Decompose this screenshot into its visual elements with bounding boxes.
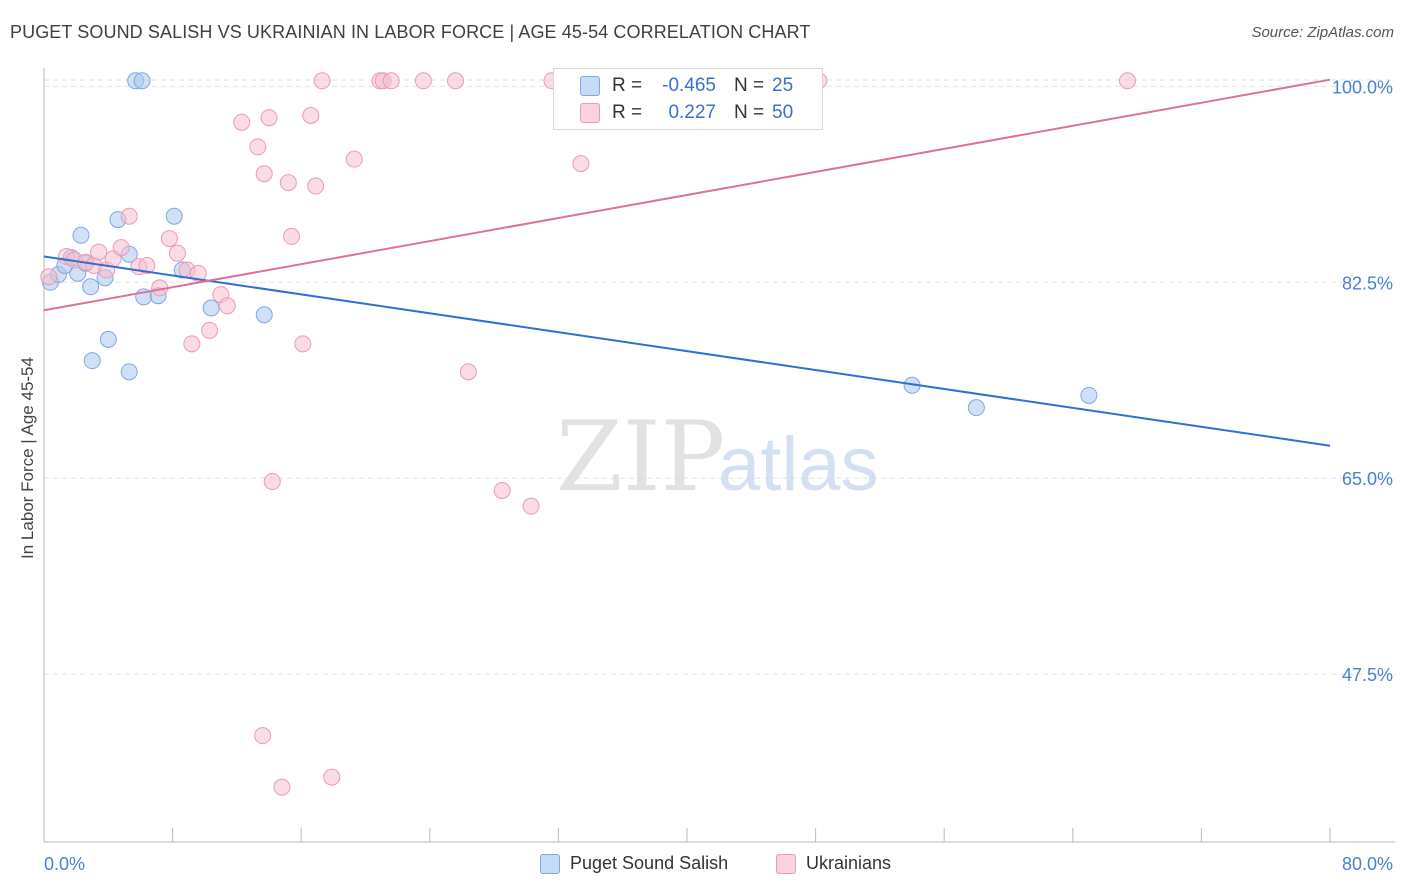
y-tick-label-2: 82.5% [1342,273,1393,293]
point-ukrainians-19 [218,297,236,315]
point-ukrainians-23 [255,165,273,183]
point-ukrainians-26 [283,227,301,245]
point-salish-17 [202,299,220,317]
ukrainians-swatch [580,103,600,123]
point-ukrainians-16 [189,264,207,282]
point-salish-20 [99,330,117,348]
point-ukrainians-21 [233,113,251,131]
n-label: N = [734,102,765,123]
point-salish-21 [120,363,138,381]
point-ukrainians-25 [279,174,297,192]
watermark-atlas: atlas [718,422,879,507]
stats-legend: R = -0.465 N = 25 R = 0.227 N = 50 [553,68,823,130]
trend-line-ukrainians [43,78,1331,312]
stats-legend-row-ukrainians: R = 0.227 N = 50 [554,100,822,128]
n-value: 50 [772,102,794,123]
legend-item-salish[interactable]: Puget Sound Salish [540,853,728,874]
watermark: ZIP atlas [556,401,879,513]
tick-label-layer: 47.5% 65.0% 82.5% 100.0% 0.0% 80.0% [44,77,1393,874]
trend-layer [43,78,1331,447]
point-ukrainians-17 [183,335,201,353]
point-salish-24 [1080,386,1098,404]
watermark-zip: ZIP [556,401,725,513]
point-ukrainians-22 [249,138,267,156]
y-tick-label-0: 47.5% [1342,665,1393,685]
point-ukrainians-5 [90,243,108,261]
r-label: R = [612,75,643,96]
point-ukrainians-30 [313,72,331,90]
r-value: 0.227 [668,102,716,123]
point-salish-1 [133,72,151,90]
point-ukrainians-36 [447,72,465,90]
legend-item-ukrainians[interactable]: Ukrainians [776,853,891,874]
point-salish-23 [967,399,985,417]
point-salish-7 [72,226,90,244]
point-ukrainians-0 [40,268,58,286]
n-value: 25 [772,75,794,96]
point-ukrainians-49 [273,778,291,796]
n-label: N = [734,75,765,96]
point-ukrainians-47 [522,497,540,515]
trend-line-salish [43,255,1331,447]
chart-source: Source: ZipAtlas.com [1251,24,1394,41]
legend-label-ukrainians: Ukrainians [806,853,892,873]
grid-layer [44,79,1395,675]
point-ukrainians-14 [168,244,186,262]
point-salish-19 [83,352,101,370]
x-tick-label-0: 0.0% [44,854,85,874]
x-tick-label-1: 80.0% [1342,854,1393,874]
y-tick-label-1: 65.0% [1342,469,1393,489]
point-ukrainians-48 [254,727,272,745]
point-ukrainians-13 [160,230,178,248]
point-ukrainians-40 [572,155,590,173]
point-salish-18 [255,306,273,324]
stats-legend-row-salish: R = -0.465 N = 25 [554,73,822,101]
point-ukrainians-44 [1118,72,1136,90]
point-ukrainians-20 [201,321,219,339]
chart-title: PUGET SOUND SALISH VS UKRAINIAN IN LABOR… [10,22,811,42]
salish-legend-swatch [540,853,560,874]
point-ukrainians-45 [263,473,281,491]
r-label: R = [612,102,643,123]
series-legend: Puget Sound Salish Ukrainians [0,850,1406,880]
legend-label-salish: Puget Sound Salish [570,853,729,873]
point-ukrainians-46 [493,482,511,500]
point-ukrainians-34 [382,72,400,90]
point-ukrainians-27 [294,335,312,353]
point-ukrainians-9 [120,207,138,225]
point-ukrainians-37 [459,363,477,381]
point-ukrainians-31 [345,150,363,168]
y-tick-label-3: 100.0% [1332,77,1393,97]
point-ukrainians-24 [260,109,278,127]
point-ukrainians-8 [112,239,130,257]
r-value: -0.465 [662,75,716,96]
point-salish-15 [165,207,183,225]
point-ukrainians-50 [323,768,341,786]
point-ukrainians-11 [138,256,156,274]
axis-layer [43,68,1395,843]
point-ukrainians-29 [307,177,325,195]
point-ukrainians-28 [302,106,320,124]
point-salish-9 [82,278,100,296]
point-ukrainians-35 [414,72,432,90]
salish-swatch [580,76,600,96]
ukrainians-legend-swatch [776,853,796,874]
